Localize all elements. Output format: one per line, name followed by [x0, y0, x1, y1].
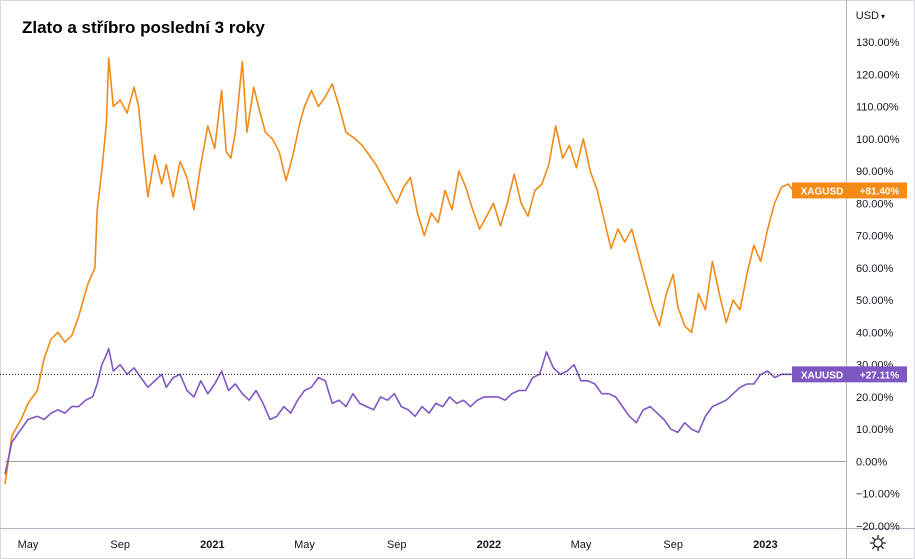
y-tick-label: 0.00% [856, 456, 887, 468]
series-line-xagusd[interactable] [4, 57, 817, 485]
series-value-badge [852, 366, 907, 383]
series-badge-xagusd: XAGUSD +81.40% [792, 182, 907, 199]
y-tick-label: 100.00% [856, 134, 900, 146]
y-tick-label: 20.00% [856, 392, 894, 404]
x-tick-label: May [571, 539, 592, 551]
currency-selector[interactable]: USD ▾ [856, 10, 885, 22]
y-tick-label: 130.00% [856, 37, 900, 49]
series-value: +81.40% [860, 186, 900, 197]
gear-icon[interactable] [869, 534, 887, 552]
chart-title: Zlato a stříbro poslední 3 roky [22, 18, 265, 37]
y-tick-label: 80.00% [856, 198, 894, 210]
x-tick-label: May [18, 539, 39, 551]
y-tick-label: 10.00% [856, 424, 894, 436]
y-tick-label: 110.00% [856, 102, 899, 114]
series-name-badge [792, 366, 852, 383]
x-tick-label: Sep [387, 539, 407, 551]
x-tick-label: 2023 [753, 539, 777, 551]
series-line-xauusd[interactable] [4, 347, 816, 475]
x-tick-label: Sep [663, 539, 683, 551]
currency-label: USD [855, 10, 879, 22]
y-tick-label: 90.00% [856, 166, 894, 178]
series-name: XAUUSD [801, 370, 843, 381]
x-tick-label: 2022 [477, 539, 501, 551]
series-name-badge [792, 182, 852, 199]
x-tick-label: May [294, 539, 315, 551]
y-tick-label: −20.00% [856, 521, 900, 533]
x-tick-label: 2021 [200, 539, 224, 551]
series-name: XAGUSD [801, 186, 844, 197]
y-tick-label: 40.00% [856, 327, 894, 339]
y-tick-label: 70.00% [856, 231, 894, 243]
series-value-badge [852, 182, 907, 199]
y-tick-label: 60.00% [856, 263, 894, 275]
x-tick-label: Sep [110, 539, 130, 551]
chevron-down-icon: ▾ [880, 12, 885, 21]
y-tick-label: 50.00% [856, 295, 894, 307]
series-value: +27.11% [860, 370, 899, 381]
series-badge-xauusd: XAUUSD +27.11% [792, 366, 907, 383]
y-tick-label: −10.00% [856, 489, 900, 501]
y-tick-label: 120.00% [856, 69, 900, 81]
